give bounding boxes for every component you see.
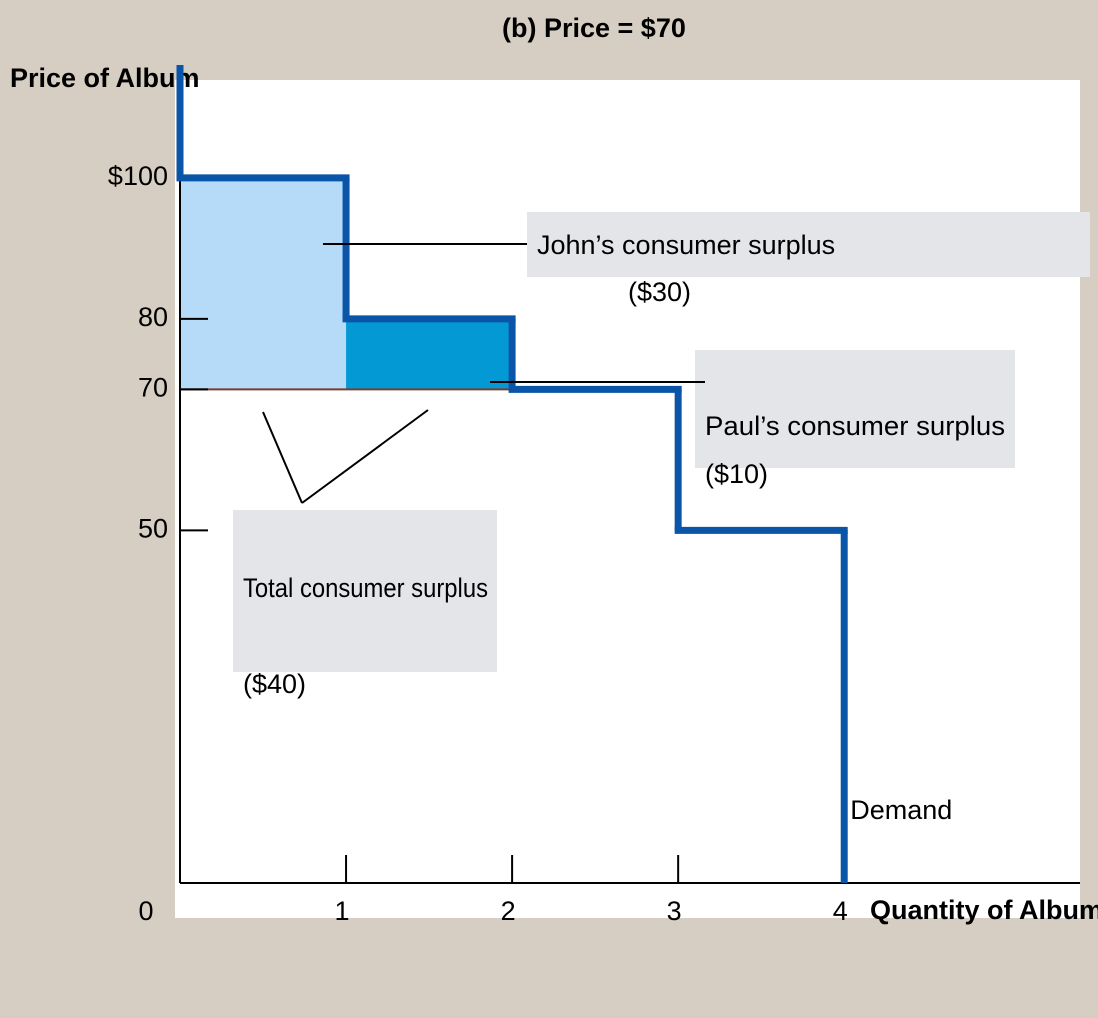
total-label: Total consumer surplus (243, 573, 488, 603)
paul-label: Paul’s consumer surplus (705, 411, 1005, 441)
total-label-box (233, 510, 497, 672)
y-tick-label: 80 (138, 302, 168, 332)
chart-title: (b) Price = $70 (502, 13, 686, 43)
total-callout (262, 411, 303, 504)
total-value: ($40) (243, 669, 306, 699)
john-value: ($30) (628, 277, 691, 307)
x-axis-label: Quantity of Albums (870, 895, 1098, 925)
john-label: John’s consumer surplus (537, 230, 835, 260)
x-tick-label: 2 (501, 896, 516, 926)
paul-label-box (695, 350, 1015, 468)
y-tick-label: 70 (138, 373, 168, 403)
x-tick-label: 4 (833, 896, 848, 926)
y-axis-label: Price of Album (10, 63, 200, 93)
x-tick-label: 0 (138, 896, 153, 926)
john-surplus-area (180, 177, 347, 390)
paul-value: ($10) (705, 459, 768, 489)
y-tick-label: $100 (108, 161, 168, 191)
x-tick-label: 3 (667, 896, 682, 926)
john-label-box (527, 212, 1090, 277)
x-tick-label: 1 (335, 896, 350, 926)
y-tick-label: 50 (138, 514, 168, 544)
total-callout (301, 409, 429, 504)
demand-label: Demand (850, 795, 952, 825)
paul-surplus-area (346, 318, 513, 390)
